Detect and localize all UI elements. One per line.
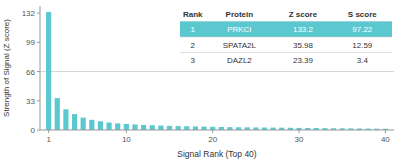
y-tick (37, 100, 40, 101)
table-cell: SPATA2L (223, 41, 257, 50)
x-axis-label: Signal Rank (Top 40) (177, 149, 257, 159)
x-axis (40, 130, 394, 131)
bar (150, 125, 155, 130)
bar (89, 120, 94, 130)
table-header: Protein (226, 10, 254, 19)
y-tick-label: 33 (26, 97, 35, 106)
y-tick (37, 13, 40, 14)
x-tick (299, 130, 300, 133)
table: Rank Protein Z score S score 1 PRKCI 133.2 97.2… (180, 6, 392, 68)
bar (201, 127, 206, 130)
bar (55, 98, 60, 130)
x-tick (126, 130, 127, 133)
bar (132, 125, 137, 130)
bar (106, 122, 111, 130)
bar (193, 126, 198, 130)
table-separator (180, 37, 392, 38)
bar (98, 121, 103, 130)
x-tick (48, 130, 49, 133)
table-separator (180, 52, 392, 53)
table-header: Z score (289, 10, 318, 19)
bar (167, 126, 172, 130)
bar (141, 125, 146, 130)
bar (72, 114, 77, 130)
bar (158, 126, 163, 130)
table-cell: 35.98 (293, 41, 314, 50)
x-tick (212, 130, 213, 133)
x-tick-label: 20 (208, 135, 217, 144)
y-tick (37, 71, 40, 72)
y-tick (37, 130, 40, 131)
table-header: S score (348, 10, 377, 19)
table-cell: DAZL2 (227, 56, 252, 65)
x-tick-label: 40 (381, 135, 390, 144)
bar (63, 109, 68, 130)
bar (176, 126, 181, 130)
y-tick-label: 0 (31, 126, 36, 135)
y-tick-label: 99 (26, 38, 35, 47)
x-tick-label: 10 (122, 135, 131, 144)
bar (124, 124, 129, 130)
y-tick (37, 42, 40, 43)
x-tick-label: 30 (295, 135, 304, 144)
table-cell: 2 (190, 41, 195, 50)
reference-line (40, 71, 394, 72)
x-tick (385, 130, 386, 133)
y-axis-label: Strength of Signal (Z score) (2, 19, 11, 117)
table-cell: 97.22 (352, 25, 373, 34)
y-tick-label: 66 (26, 68, 35, 77)
table-highlight (180, 22, 392, 38)
x-tick-label: 1 (46, 135, 51, 144)
table-cell: PRKCI (227, 25, 251, 34)
bar (115, 123, 120, 130)
bar (46, 12, 51, 130)
chart: 1102030400336699132Signal Rank (Top 40)S… (0, 0, 400, 161)
table-cell: 23.39 (293, 56, 314, 65)
bar (81, 118, 86, 130)
table-cell: 133.2 (293, 25, 314, 34)
table-cell: 1 (190, 25, 195, 34)
y-axis (40, 6, 41, 130)
bar (184, 126, 189, 130)
table-header: Rank (183, 10, 203, 19)
table-cell: 12.59 (352, 41, 373, 50)
table-background (180, 6, 392, 68)
y-tick-label: 132 (22, 9, 36, 18)
table-cell: 3.4 (357, 56, 369, 65)
table-cell: 3 (190, 56, 195, 65)
